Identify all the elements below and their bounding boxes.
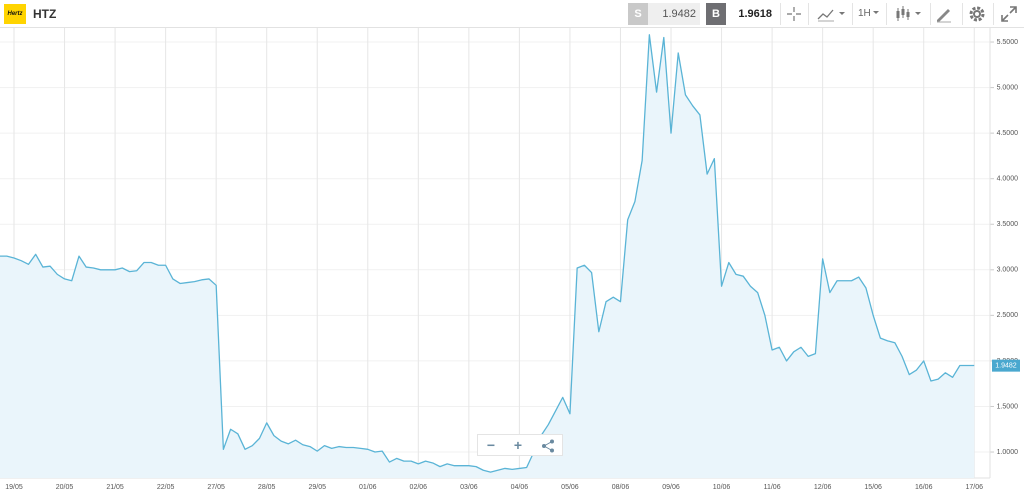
last-price-tag [992,359,1020,372]
x-tick-label: 19/05 [5,484,23,491]
share-icon[interactable] [540,438,556,454]
x-tick-label: 15/06 [864,484,882,491]
logo: Hertz [4,4,26,24]
separator [993,3,994,25]
y-tick-label: 4.5000 [997,130,1019,137]
crosshair-icon[interactable] [784,4,804,24]
toolbar: Hertz HTZ S 1.9482 B 1.9618 1H [0,0,1024,28]
x-tick-label: 05/06 [561,484,579,491]
separator [780,3,781,25]
x-tick-label: 27/05 [207,484,225,491]
symbol: HTZ [33,7,57,21]
y-tick-label: 1.5000 [997,403,1019,410]
zoom-in[interactable]: + [513,437,523,453]
zoom-out[interactable]: − [486,437,496,453]
separator [930,3,931,25]
buy-price[interactable]: 1.9618 [738,8,772,20]
x-tick-label: 12/06 [814,484,832,491]
area [0,34,975,478]
drawing-icon[interactable] [934,4,954,24]
separator [852,3,853,25]
x-tick-label: 01/06 [359,484,377,491]
y-tick-label: 2.5000 [997,312,1019,319]
settings-icon[interactable] [967,4,987,24]
fullscreen-icon[interactable] [999,4,1019,24]
buy-button[interactable]: B [706,3,726,25]
price-line [0,34,975,473]
y-tick-label: 5.0000 [997,84,1019,91]
separator [886,3,887,25]
x-tick-label: 11/06 [764,484,781,491]
x-tick-label: 09/06 [662,484,680,491]
x-tick-label: 16/06 [915,484,933,491]
separator [962,3,963,25]
separator [808,3,809,25]
x-tick-label: 29/05 [308,484,326,491]
y-tick-label: 1.0000 [997,449,1019,456]
x-tick-label: 08/06 [612,484,630,491]
zoom-controls: − + [477,434,563,456]
y-tick-label: 5.5000 [997,39,1019,46]
x-tick-label: 22/05 [157,484,175,491]
y-tick-label: 3.0000 [997,267,1019,274]
x-tick-label: 04/06 [511,484,529,491]
chart-type-icon[interactable] [816,4,848,24]
sell-button[interactable]: S [628,3,648,25]
candles-icon[interactable] [894,4,926,24]
x-tick-label: 21/05 [106,484,124,491]
interval-selector[interactable]: 1H [858,8,871,19]
x-tick-label: 20/05 [56,484,74,491]
caret [873,11,879,14]
x-tick-label: 03/06 [460,484,478,491]
x-tick-label: 02/06 [410,484,428,491]
x-tick-label: 28/05 [258,484,276,491]
x-tick-label: 17/06 [965,484,983,491]
y-tick-label: 4.0000 [997,176,1019,183]
sell-price[interactable]: 1.9482 [648,3,700,25]
y-tick-label: 3.5000 [997,221,1019,228]
x-tick-label: 10/06 [713,484,731,491]
last-price-label: 1.9482 [995,362,1017,369]
